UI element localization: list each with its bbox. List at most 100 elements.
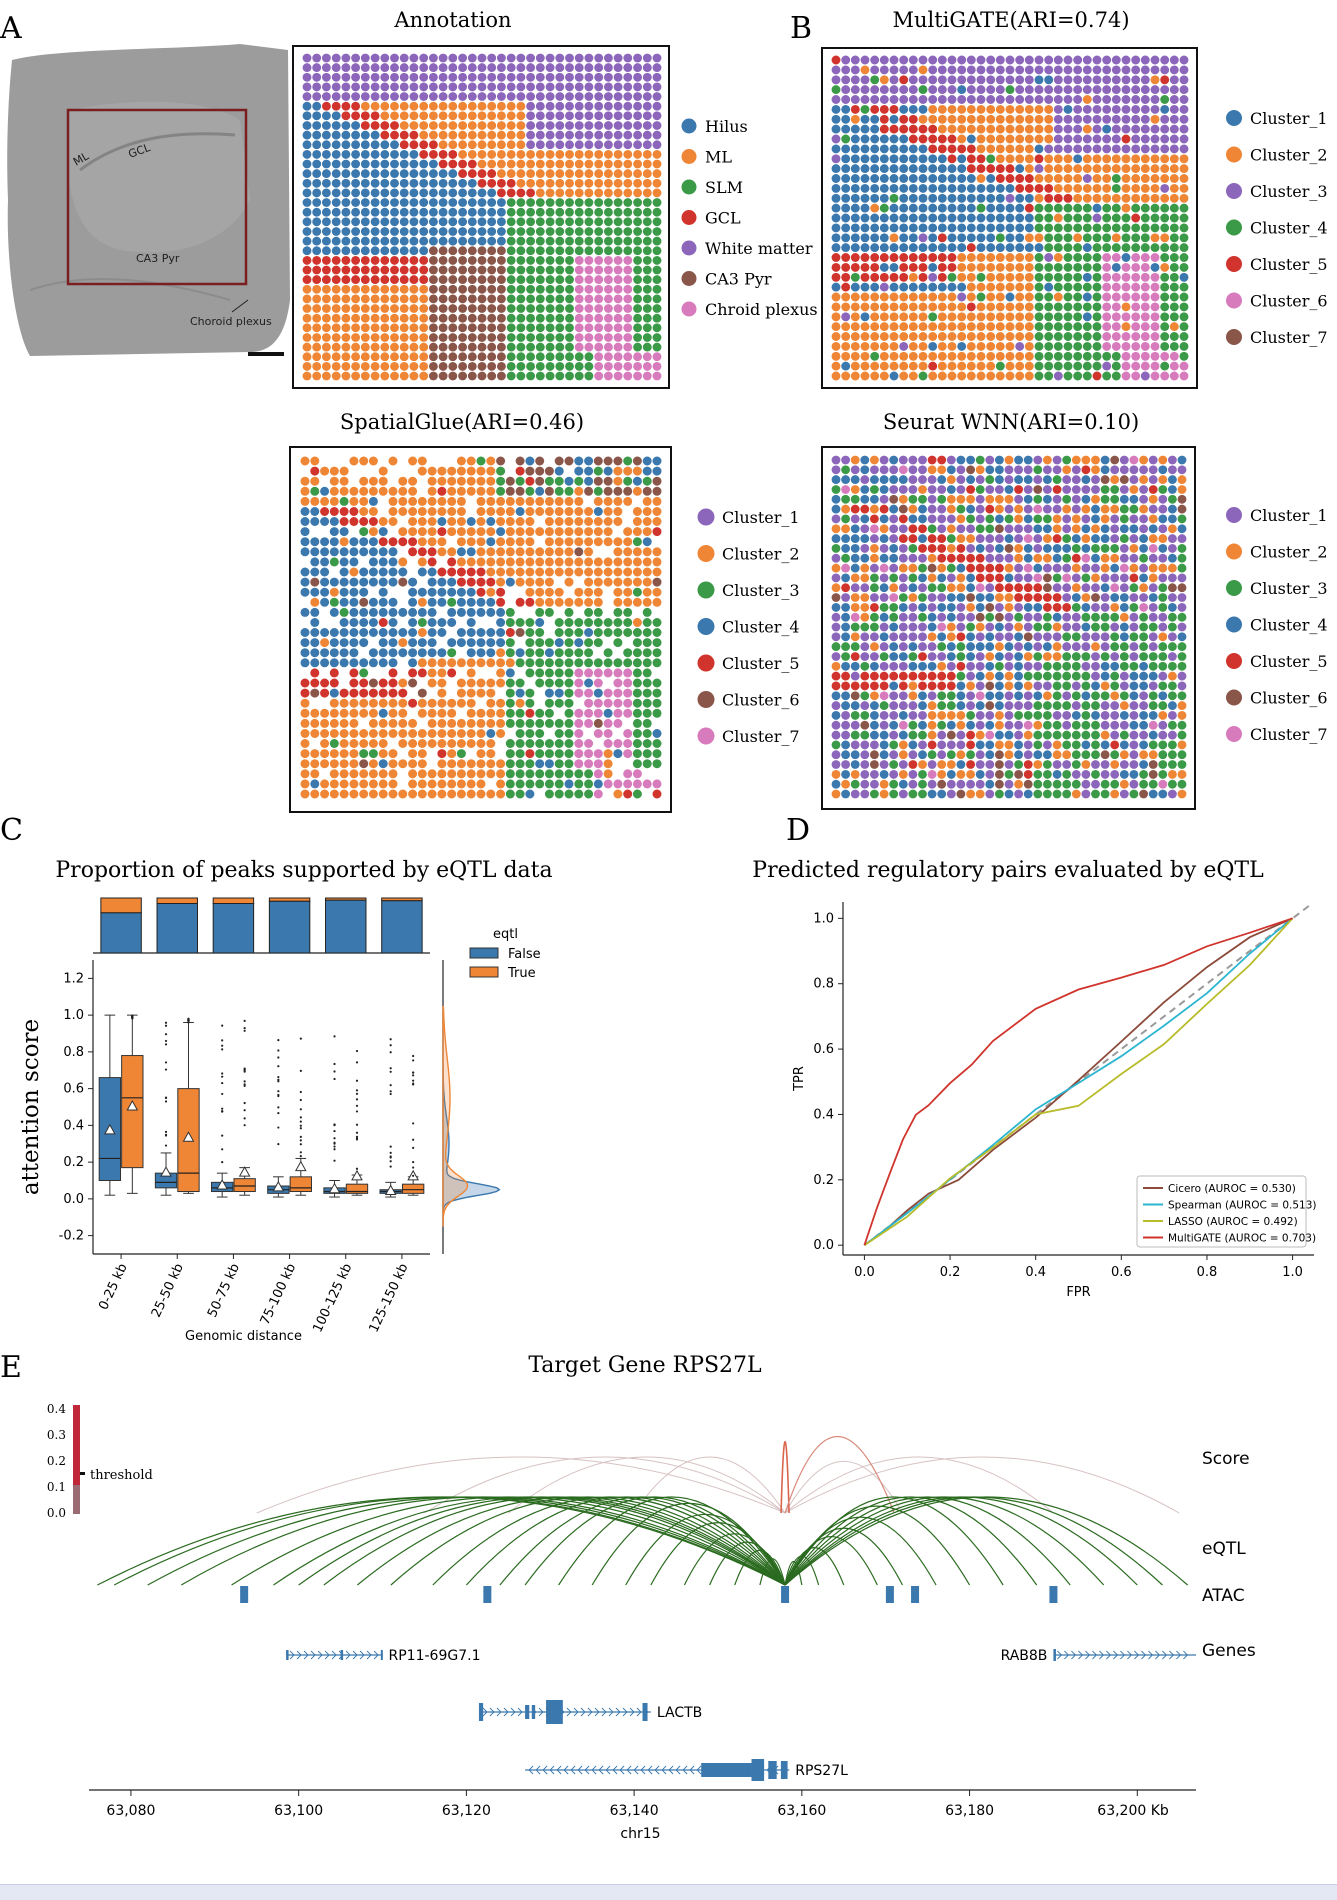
legend-label: GCL — [705, 209, 741, 228]
spot — [1110, 760, 1119, 769]
spot — [575, 140, 584, 149]
spot — [448, 102, 457, 111]
spot — [957, 105, 966, 114]
spot — [545, 749, 554, 758]
spot — [1110, 721, 1119, 730]
spot — [870, 603, 879, 612]
spot — [379, 749, 388, 758]
spot — [1073, 243, 1082, 252]
spot — [1014, 642, 1023, 651]
spot — [860, 711, 869, 720]
spot — [429, 179, 438, 188]
spot — [439, 179, 448, 188]
spot — [497, 217, 506, 226]
spot — [447, 497, 456, 506]
spot — [312, 237, 321, 246]
spot — [486, 507, 495, 516]
spot — [584, 92, 593, 101]
spot — [899, 593, 908, 602]
spot — [1178, 770, 1187, 779]
spot — [487, 237, 496, 246]
spot — [400, 169, 409, 178]
spot — [341, 256, 350, 265]
spot — [1120, 485, 1129, 494]
spot — [948, 75, 957, 84]
spot — [1025, 56, 1034, 65]
spot — [1102, 293, 1111, 302]
spot — [1091, 554, 1100, 563]
spot — [1129, 652, 1138, 661]
spot — [1122, 293, 1131, 302]
spot — [584, 294, 593, 303]
spot — [918, 623, 927, 632]
spot — [361, 169, 370, 178]
spot — [419, 63, 428, 72]
spot — [1120, 554, 1129, 563]
spot — [555, 547, 564, 556]
spot — [398, 739, 407, 748]
spot — [643, 537, 652, 546]
spot — [516, 256, 525, 265]
spot — [584, 179, 593, 188]
legend-swatch — [682, 271, 697, 286]
spot — [546, 323, 555, 332]
spot — [1129, 691, 1138, 700]
spot — [458, 285, 467, 294]
spot — [976, 760, 985, 769]
spot — [439, 169, 448, 178]
spot — [899, 164, 908, 173]
spot — [535, 658, 544, 667]
spot — [1178, 681, 1187, 690]
spot — [614, 333, 623, 342]
spot — [349, 557, 358, 566]
spot — [851, 243, 860, 252]
spot — [1151, 115, 1160, 124]
spot — [899, 534, 908, 543]
spot — [870, 642, 879, 651]
spot — [1139, 524, 1148, 533]
spot — [497, 275, 506, 284]
spot — [516, 82, 525, 91]
spot — [310, 467, 319, 476]
spot — [938, 65, 947, 74]
spot — [1062, 554, 1071, 563]
spot — [938, 85, 947, 94]
spot — [918, 760, 927, 769]
spot — [457, 628, 466, 637]
spot — [1151, 95, 1160, 104]
spot — [841, 243, 850, 252]
spot — [486, 517, 495, 526]
spot — [1129, 770, 1138, 779]
spot — [584, 507, 593, 516]
spot — [604, 227, 613, 236]
spot — [322, 304, 331, 313]
spot — [604, 140, 613, 149]
spot — [594, 709, 603, 718]
spot — [330, 588, 339, 597]
spot — [594, 256, 603, 265]
spot — [575, 169, 584, 178]
spot — [525, 507, 534, 516]
spot — [565, 304, 574, 313]
spot — [478, 111, 487, 120]
spot — [535, 729, 544, 738]
spot — [1180, 174, 1189, 183]
spot — [457, 497, 466, 506]
spot — [516, 689, 525, 698]
spot — [448, 208, 457, 217]
spot — [604, 246, 613, 255]
spot — [880, 740, 889, 749]
spot — [574, 557, 583, 566]
spot — [832, 283, 841, 292]
spot — [860, 623, 869, 632]
spot — [1180, 154, 1189, 163]
spot — [861, 223, 870, 232]
spot — [575, 266, 584, 275]
spot — [468, 323, 477, 332]
spot — [516, 372, 525, 381]
spot — [361, 82, 370, 91]
spot — [1151, 65, 1160, 74]
spot — [1043, 613, 1052, 622]
spot — [1073, 352, 1082, 361]
spot — [1112, 56, 1121, 65]
